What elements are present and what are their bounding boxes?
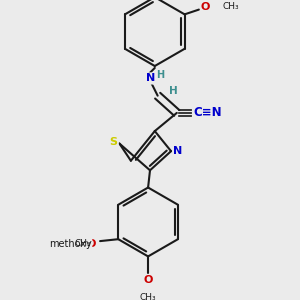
Text: CH₃: CH₃ (223, 2, 239, 11)
Text: N: N (173, 146, 182, 156)
Text: O: O (201, 2, 210, 12)
Text: C≡N: C≡N (193, 106, 222, 119)
Text: S: S (110, 136, 118, 147)
Text: methoxy: methoxy (49, 239, 92, 249)
Text: CH₃: CH₃ (74, 239, 91, 248)
Text: CH₃: CH₃ (140, 293, 156, 300)
Text: H: H (169, 86, 177, 96)
Text: O: O (87, 239, 96, 249)
Text: H: H (157, 70, 165, 80)
Text: N: N (146, 74, 156, 83)
Text: O: O (143, 275, 153, 285)
